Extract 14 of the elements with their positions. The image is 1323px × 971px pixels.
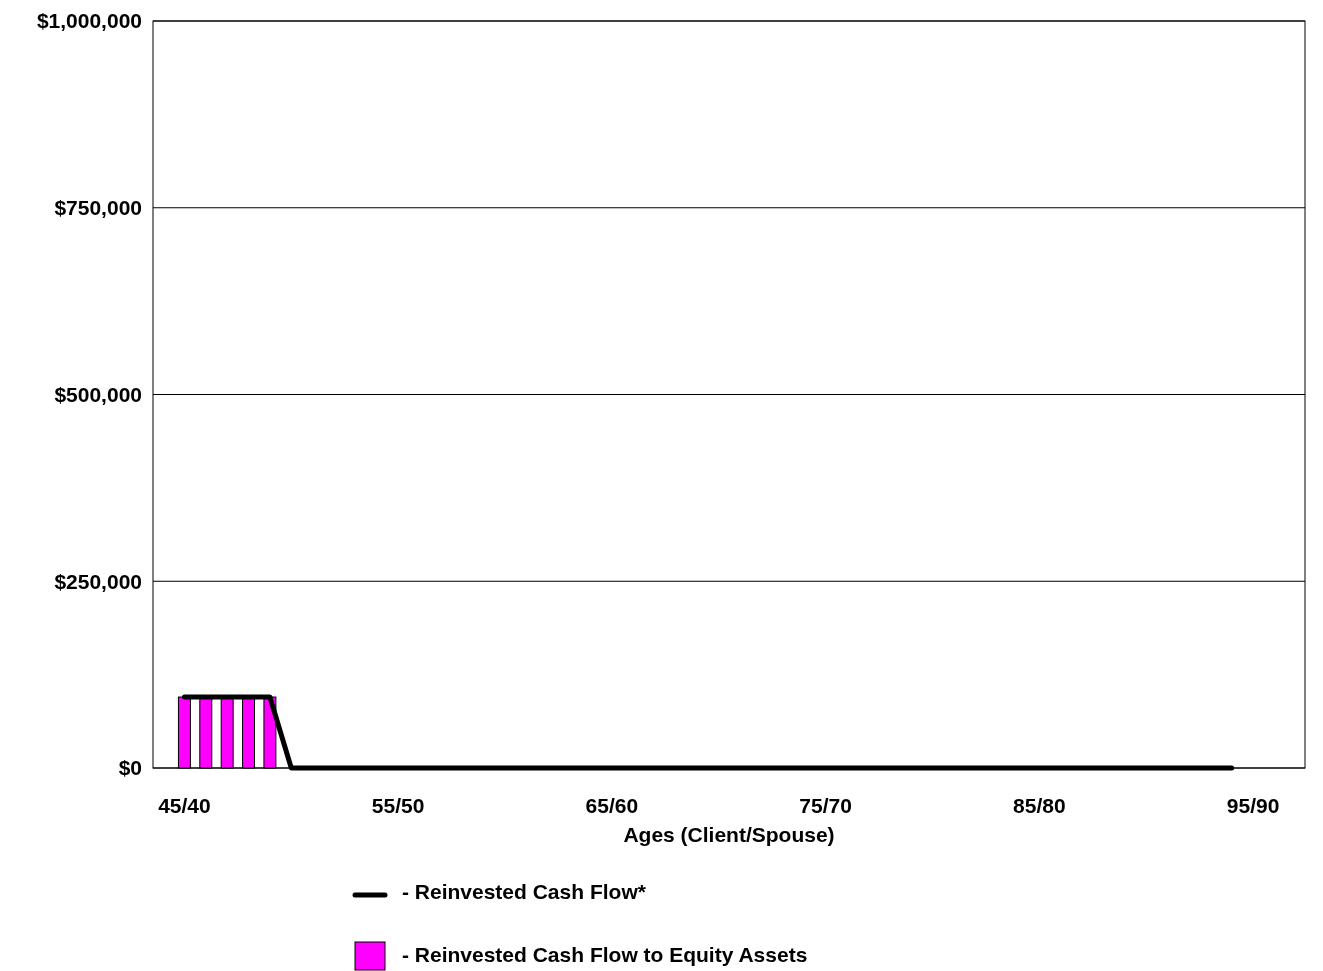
legend-label: - Reinvested Cash Flow to Equity Assets — [402, 943, 808, 967]
legend-label: - Reinvested Cash Flow* — [402, 880, 647, 904]
x-tick-label: 45/40 — [158, 794, 211, 817]
x-tick-label: 55/50 — [371, 794, 425, 817]
x-axis-title: Ages (Client/Spouse) — [623, 823, 835, 846]
x-tick-label: 85/80 — [1013, 794, 1066, 817]
y-tick-label: $1,000,000 — [36, 9, 142, 33]
y-tick-label: $500,000 — [54, 382, 142, 406]
y-tick-label: $250,000 — [54, 569, 142, 593]
x-tick-label: 65/60 — [585, 794, 639, 817]
y-tick-label: $0 — [118, 756, 142, 780]
x-tick-label: 95/90 — [1226, 794, 1280, 817]
x-tick-label: 75/70 — [799, 794, 852, 817]
y-tick-label: $750,000 — [54, 196, 142, 220]
